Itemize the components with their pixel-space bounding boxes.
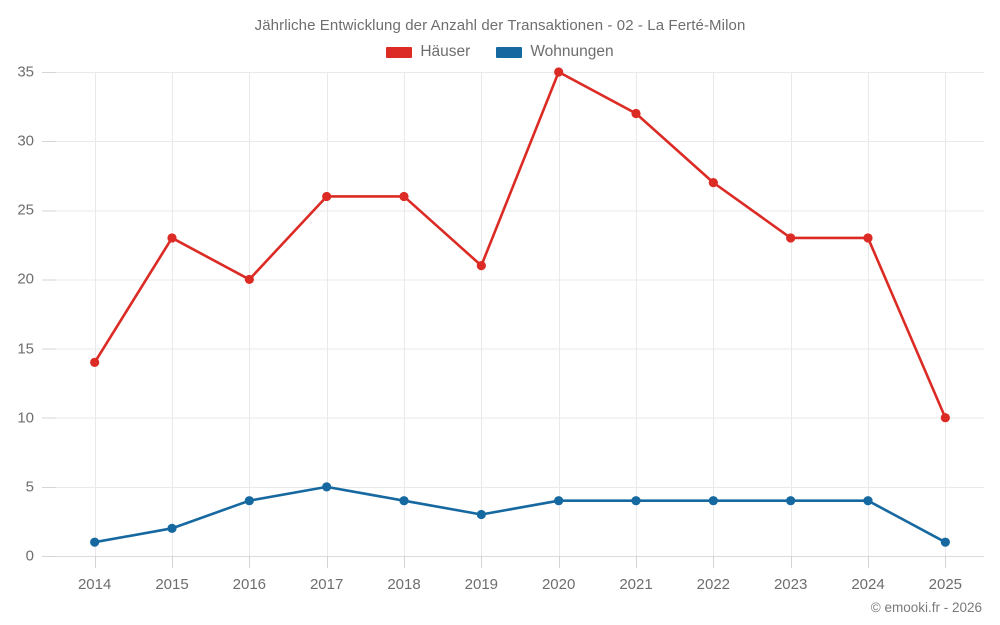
legend-swatch-wohnungen xyxy=(496,46,523,58)
legend-label-hauser: Häuser xyxy=(420,43,471,60)
data-point-wohnungen-2021[interactable] xyxy=(631,496,641,506)
x-tick-label-2023: 2023 xyxy=(773,576,808,593)
series-layer xyxy=(90,67,950,547)
chart-legend: Häuser Wohnungen xyxy=(0,43,1000,61)
y-tick-label-20: 20 xyxy=(17,270,34,288)
gridlines xyxy=(56,72,984,557)
data-point-h-user-2023[interactable] xyxy=(786,233,796,243)
x-tick-label-2014: 2014 xyxy=(77,576,112,593)
data-point-wohnungen-2023[interactable] xyxy=(786,496,796,506)
data-point-h-user-2025[interactable] xyxy=(940,413,950,423)
data-point-wohnungen-2016[interactable] xyxy=(244,496,254,506)
y-tick-label-15: 15 xyxy=(17,340,34,358)
x-tick-label-2022: 2022 xyxy=(696,576,731,593)
x-tick-label-2016: 2016 xyxy=(232,576,267,593)
y-tick-label-35: 35 xyxy=(17,63,34,81)
data-point-wohnungen-2019[interactable] xyxy=(476,509,486,520)
x-tick-label-2024: 2024 xyxy=(851,576,885,593)
legend-item-wohnungen[interactable]: Wohnungen xyxy=(496,43,614,61)
data-point-h-user-2017[interactable] xyxy=(322,191,332,202)
data-point-h-user-2016[interactable] xyxy=(244,274,254,285)
data-point-h-user-2022[interactable] xyxy=(708,178,718,188)
data-point-wohnungen-2015[interactable] xyxy=(167,523,177,533)
y-tick-label-30: 30 xyxy=(17,132,34,150)
chart-title: Jährliche Entwicklung der Anzahl der Tra… xyxy=(254,17,746,34)
data-point-h-user-2018[interactable] xyxy=(399,191,409,202)
y-tick-label-10: 10 xyxy=(17,409,34,427)
series-line-wohnungen xyxy=(93,485,947,544)
x-tick-label-2020: 2020 xyxy=(541,576,576,593)
data-point-wohnungen-2017[interactable] xyxy=(322,482,332,492)
data-point-h-user-2020[interactable] xyxy=(554,67,564,77)
data-point-h-user-2014[interactable] xyxy=(90,357,100,367)
series-line-h-user xyxy=(93,70,947,420)
data-point-h-user-2021[interactable] xyxy=(631,108,641,119)
data-point-wohnungen-2018[interactable] xyxy=(399,496,409,506)
data-point-wohnungen-2020[interactable] xyxy=(554,496,564,506)
legend-label-wohnungen: Wohnungen xyxy=(530,43,614,60)
x-tick-label-2021: 2021 xyxy=(619,576,653,593)
y-tick-label-5: 5 xyxy=(25,478,34,496)
data-point-wohnungen-2024[interactable] xyxy=(863,496,873,506)
legend-swatch-hauser xyxy=(386,46,413,58)
data-point-wohnungen-2022[interactable] xyxy=(708,496,718,506)
x-tick-label-2025: 2025 xyxy=(928,576,963,593)
x-tick-label-2019: 2019 xyxy=(464,576,499,593)
x-tick-label-2018: 2018 xyxy=(387,576,421,593)
data-point-wohnungen-2014[interactable] xyxy=(90,537,100,547)
data-point-h-user-2024[interactable] xyxy=(863,233,873,243)
copyright-credit: © emooki.fr - 2026 xyxy=(870,600,982,615)
data-point-h-user-2019[interactable] xyxy=(476,261,486,271)
legend-item-hauser[interactable]: Häuser xyxy=(386,43,470,61)
y-tick-label-0: 0 xyxy=(25,547,34,565)
data-point-wohnungen-2025[interactable] xyxy=(940,537,950,547)
x-tick-label-2017: 2017 xyxy=(309,576,344,593)
data-point-h-user-2015[interactable] xyxy=(167,233,177,243)
x-tick-label-2015: 2015 xyxy=(155,576,189,593)
y-tick-label-25: 25 xyxy=(17,201,34,219)
axis-lines xyxy=(42,72,984,568)
